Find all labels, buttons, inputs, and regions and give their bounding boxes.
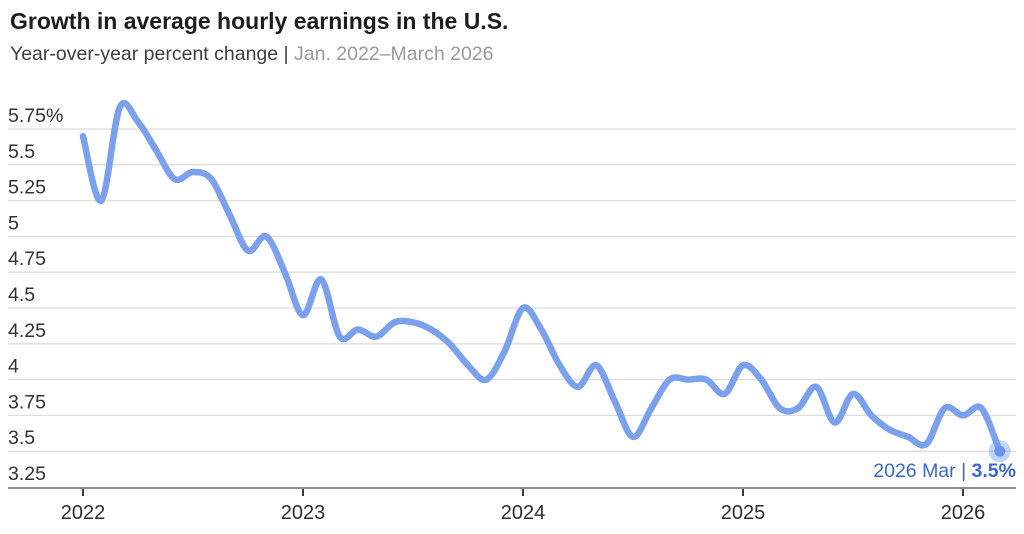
chart-subtitle-measure: Year-over-year percent change | — [10, 42, 289, 65]
x-tick-label: 2024 — [501, 502, 546, 524]
y-tick-label: 3.75 — [8, 391, 46, 413]
chart-title: Growth in average hourly earnings in the… — [10, 8, 509, 34]
y-tick-label: 4 — [8, 356, 19, 378]
end-annotation: 2026 Mar | 3.5% — [873, 460, 1016, 482]
y-tick-label: 5.75% — [8, 105, 63, 127]
earnings-line — [79, 99, 1003, 455]
y-tick-label: 4.75 — [8, 248, 46, 270]
x-tick-label: 2025 — [721, 502, 766, 524]
y-tick-label: 5 — [8, 212, 19, 234]
chart-header: Growth in average hourly earnings in the… — [10, 8, 1010, 66]
x-tick-label: 2026 — [941, 502, 986, 524]
end-annotation-value: 3.5% — [972, 460, 1016, 482]
end-annotation-date: 2026 Mar | — [873, 460, 971, 482]
chart-subtitle: Year-over-year percent change | Jan. 202… — [10, 43, 1010, 66]
x-tick-label: 2023 — [281, 502, 326, 524]
y-tick-label: 5.25 — [8, 177, 46, 199]
chart-subtitle-daterange: Jan. 2022–March 2026 — [288, 42, 494, 65]
y-tick-label: 3.25 — [8, 463, 46, 485]
y-tick-label: 4.5 — [8, 284, 35, 306]
x-tick-label: 2022 — [61, 502, 106, 524]
y-tick-label: 4.25 — [8, 320, 46, 342]
end-dot — [994, 445, 1006, 457]
y-tick-label: 3.5 — [8, 427, 35, 449]
y-tick-label: 5.5 — [8, 141, 35, 163]
